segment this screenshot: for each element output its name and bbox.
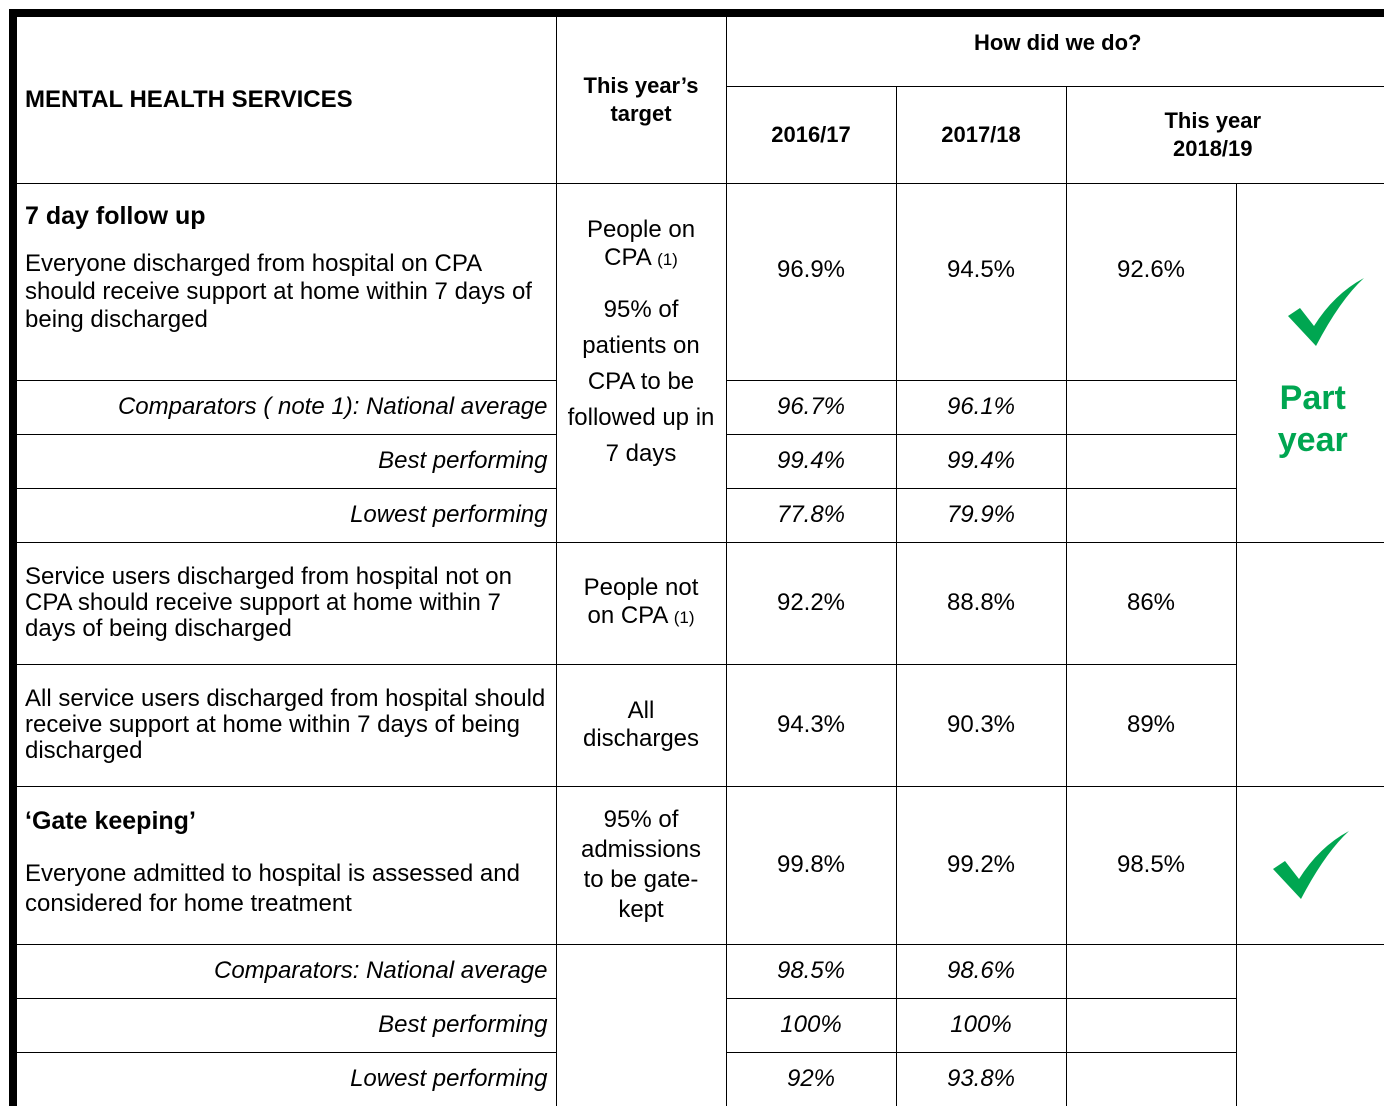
performance-table: MENTAL HEALTH SERVICES This year’s targe… — [9, 9, 1384, 1106]
target-note: (1) — [673, 608, 695, 627]
target-detail: 95% of patients on CPA to be followed up… — [567, 295, 715, 467]
value: 98.5% — [725, 943, 897, 999]
comparator-label: Best performing — [12, 433, 557, 489]
value: 92.6% — [1065, 182, 1237, 381]
header-this-year: This year 2018/19 — [1065, 85, 1384, 184]
value: 88.8% — [895, 541, 1067, 665]
header-year: 2017/18 — [895, 85, 1067, 184]
value: 100% — [895, 997, 1067, 1053]
value: 79.9% — [895, 487, 1067, 543]
value: 96.9% — [725, 182, 897, 381]
header-title: MENTAL HEALTH SERVICES — [12, 12, 557, 184]
comparator-label: Best performing — [12, 997, 557, 1053]
value: 92% — [725, 1051, 897, 1106]
comparator-label: Lowest performing — [12, 487, 557, 543]
value: 96.1% — [895, 379, 1067, 435]
value: 99.4% — [725, 433, 897, 489]
value: 77.8% — [725, 487, 897, 543]
check-icon — [1287, 277, 1364, 346]
value: 94.3% — [725, 663, 897, 787]
value: 98.6% — [895, 943, 1067, 999]
status: Part year — [1277, 378, 1348, 459]
target-text: People on CPA — [586, 215, 696, 271]
header-how: How did we do? — [725, 12, 1384, 87]
comparator-label: Lowest performing — [12, 1051, 557, 1106]
target-text: People not on CPA — [583, 574, 699, 629]
row-description: Everyone discharged from hospital on CPA… — [25, 249, 532, 333]
value: 86% — [1065, 541, 1237, 665]
header-target: This year’s target — [555, 12, 727, 184]
target-note: (1) — [657, 249, 678, 269]
target-text: All discharges — [555, 663, 727, 787]
comparator-label: Comparators: National average — [12, 943, 557, 999]
value: 98.5% — [1065, 785, 1237, 945]
value: 93.8% — [895, 1051, 1067, 1106]
check-icon — [1272, 831, 1349, 899]
row-title: 7 day follow up — [25, 201, 206, 230]
value: 100% — [725, 997, 897, 1053]
value: 99.8% — [725, 785, 897, 945]
value: 89% — [1065, 663, 1236, 787]
row-description: Service users discharged from hospital n… — [12, 541, 557, 665]
value: 96.7% — [725, 379, 897, 435]
value: 99.2% — [895, 785, 1067, 945]
value: 99.4% — [895, 433, 1067, 489]
row-description: All service users discharged from hospit… — [12, 663, 557, 787]
target-text: 95% of admissions to be gate-kept — [555, 785, 727, 945]
row-title: ‘Gate keeping’ — [25, 806, 196, 835]
header-year: 2016/17 — [725, 85, 897, 184]
row-description: Everyone admitted to hospital is assesse… — [25, 859, 520, 917]
value: 94.5% — [895, 182, 1067, 381]
value: 92.2% — [725, 541, 897, 665]
comparator-label: Comparators ( note 1): National average — [12, 379, 557, 435]
value: 90.3% — [895, 663, 1067, 787]
